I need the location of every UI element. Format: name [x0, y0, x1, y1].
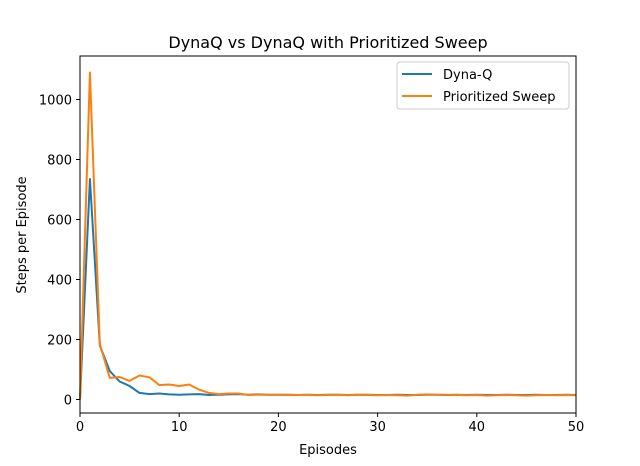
y-axis: 0 200 400 600 800 1000: [39, 94, 80, 409]
chart-title: DynaQ vs DynaQ with Prioritized Sweep: [168, 33, 487, 52]
x-tick-label: 50: [568, 420, 585, 435]
x-tick-label: 10: [171, 420, 188, 435]
x-axis-label: Episodes: [299, 443, 357, 458]
y-tick-label: 200: [47, 334, 72, 349]
legend-box: [396, 61, 570, 110]
x-tick-label: 40: [469, 420, 486, 435]
y-tick-label: 800: [47, 154, 72, 169]
y-tick-label: 1000: [39, 94, 72, 109]
x-tick-label: 30: [369, 420, 386, 435]
y-tick-label: 600: [47, 214, 72, 229]
legend-label-dyna-q: Dyna-Q: [443, 68, 492, 83]
plot-area: 0 10 20 30 40 50 0 200 400 600 800 1000: [39, 55, 584, 435]
y-tick-label: 400: [47, 274, 72, 289]
series-line-prioritized-sweep: [79, 71, 577, 400]
y-axis-label: Steps per Episode: [15, 176, 30, 293]
x-axis: 0 10 20 30 40 50: [76, 413, 584, 435]
legend: Dyna-Q Prioritized Sweep: [396, 61, 570, 110]
x-tick-label: 0: [76, 420, 84, 435]
x-tick-label: 20: [270, 420, 287, 435]
axes-frame: [79, 55, 577, 414]
y-tick-label: 0: [64, 394, 72, 409]
series-layer: [79, 71, 577, 400]
legend-label-prioritized-sweep: Prioritized Sweep: [443, 90, 556, 105]
